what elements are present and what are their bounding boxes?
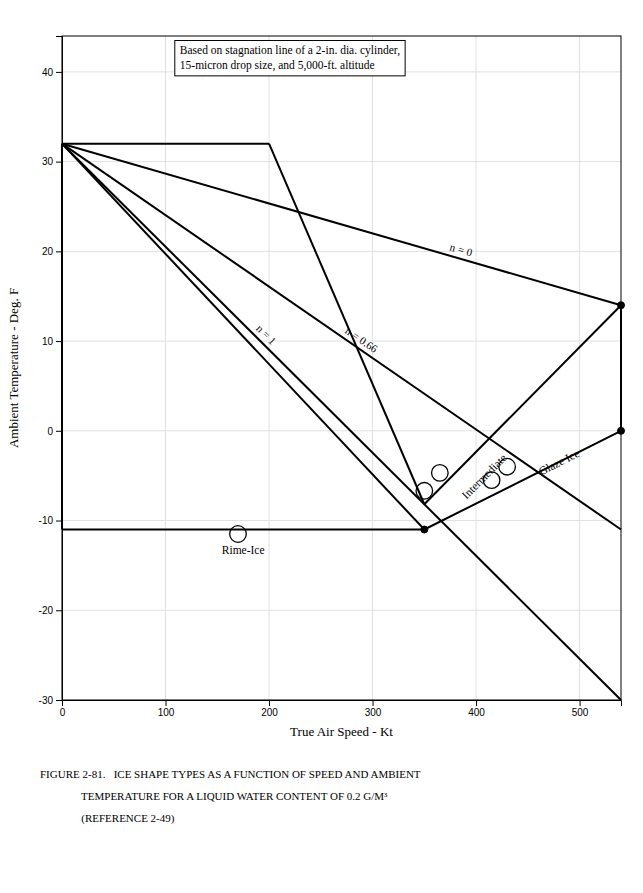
- annotation-box: Based on stagnation line of a 2-in. dia.…: [175, 40, 405, 75]
- grid-line-x: [165, 36, 166, 700]
- region-label: Intermediate: [459, 451, 508, 501]
- x-axis-tick-label: 500: [572, 707, 589, 718]
- y-axis-tick: 0: [47, 426, 62, 437]
- grid-line-x: [579, 36, 580, 700]
- y-axis-tick-label: -10: [39, 515, 54, 526]
- caption-line: (REFERENCE 2-49): [40, 812, 175, 825]
- y-axis-tick-mark: [56, 700, 62, 701]
- series-label: n = 1: [254, 322, 279, 347]
- grid-line-y: [62, 251, 621, 252]
- x-axis-tick: 500: [572, 700, 589, 718]
- marks: [62, 144, 625, 700]
- point: [618, 427, 625, 434]
- boundary-line: [424, 305, 621, 504]
- y-axis-tick: 30: [42, 156, 62, 167]
- labels: n = 0 n = 0.66 n = 1 Based on stagnation li…: [175, 40, 581, 555]
- point: [421, 526, 428, 533]
- y-axis: -30 -20 -10 0 10 20 30 40: [39, 37, 63, 706]
- open-circle: [416, 483, 433, 500]
- open-circle: [230, 526, 247, 543]
- x-axis-domain: [63, 701, 622, 707]
- y-axis-title: Ambient Temperature - Deg. F: [6, 288, 21, 448]
- y-axis-tick-label: 30: [42, 156, 54, 167]
- grid-line-y: [62, 341, 621, 342]
- annotation-frame: [175, 40, 405, 75]
- y-axis-tick-label: 10: [42, 336, 54, 347]
- grid-line-y: [62, 610, 621, 611]
- grid-line-y: [62, 161, 621, 162]
- n-line: [62, 144, 621, 306]
- annotation-text: Rime-Ice: [222, 544, 265, 556]
- n-line: [62, 144, 621, 700]
- chart: 0 100 200 300 400 500 -30 -20 -10 0 10 20 30 40 True A…: [0, 0, 643, 893]
- y-axis-tick-label: 20: [42, 246, 54, 257]
- caption: FIGURE 2-81. ICE SHAPE TYPES AS A FUNCTI…: [40, 768, 421, 825]
- caption-line: FIGURE 2-81. ICE SHAPE TYPES AS A FUNCTI…: [40, 768, 421, 780]
- region-label: Glaze Ice: [537, 447, 581, 477]
- x-axis-tick-mark: [166, 700, 167, 706]
- y-axis-tick-label: 40: [42, 67, 54, 78]
- x-axis-tick-label: 200: [261, 707, 278, 718]
- grid: [62, 36, 621, 700]
- boundary-line: [62, 144, 424, 530]
- x-axis-tick: 400: [468, 700, 485, 718]
- boundary-line: [269, 144, 424, 505]
- x-axis-tick: 200: [261, 700, 278, 718]
- plot-frame: [62, 36, 621, 700]
- y-axis-tick-mark: [56, 72, 62, 73]
- annotation-text: Glaze Ice: [537, 447, 581, 477]
- grid-line-x: [372, 36, 373, 700]
- x-axis-tick-label: 0: [60, 707, 66, 718]
- annotation-text: Intermediate: [459, 451, 508, 501]
- x-axis: 0 100 200 300 400 500: [60, 700, 622, 718]
- caption-line: TEMPERATURE FOR A LIQUID WATER CONTENT O…: [40, 790, 388, 802]
- x-axis-tick-label: 300: [365, 707, 382, 718]
- x-axis-tick: 300: [365, 700, 382, 718]
- boundary-line: [61, 144, 63, 530]
- y-axis-tick-label: -20: [39, 605, 54, 616]
- series-label: n = 0.66: [343, 324, 380, 355]
- x-axis-tick-mark: [373, 700, 374, 706]
- y-axis-tick: -10: [39, 515, 62, 526]
- grid-line-y: [62, 430, 621, 431]
- y-axis-tick: 10: [42, 336, 62, 347]
- region-label: Rime-Ice: [222, 544, 265, 556]
- x-axis-tick-mark: [476, 700, 477, 706]
- y-axis-tick: 40: [42, 67, 62, 78]
- grid-line-y: [62, 520, 621, 521]
- x-axis-tick-mark: [269, 700, 270, 706]
- y-axis-tick: 20: [42, 246, 62, 257]
- boundary-line: [62, 143, 269, 145]
- x-axis-title: True Air Speed - Kt: [290, 724, 393, 739]
- annotation-text: Based on stagnation line of a 2-in. dia.…: [180, 44, 400, 71]
- x-axis-tick: 0: [60, 700, 66, 718]
- y-axis-domain: [56, 37, 63, 701]
- x-axis-tick-label: 100: [158, 707, 175, 718]
- grid-line-x: [476, 36, 477, 700]
- y-axis-tick: -20: [39, 605, 62, 616]
- boundary-line: [62, 529, 424, 531]
- open-circle: [432, 465, 449, 482]
- n-line: [62, 144, 621, 530]
- x-axis-tick-mark: [580, 700, 581, 706]
- grid-line-x: [269, 36, 270, 700]
- y-axis-tick-label: -30: [39, 695, 54, 706]
- boundary-line: [620, 305, 622, 431]
- series-label: n = 0: [449, 241, 475, 259]
- x-axis-tick-label: 400: [468, 707, 485, 718]
- y-axis-tick: -30: [39, 695, 62, 706]
- x-axis-tick: 100: [158, 700, 175, 718]
- y-axis-tick-label: 0: [47, 426, 53, 437]
- y-axis-tick-mark: [56, 610, 62, 611]
- boundary-line: [424, 431, 621, 530]
- point: [618, 302, 625, 309]
